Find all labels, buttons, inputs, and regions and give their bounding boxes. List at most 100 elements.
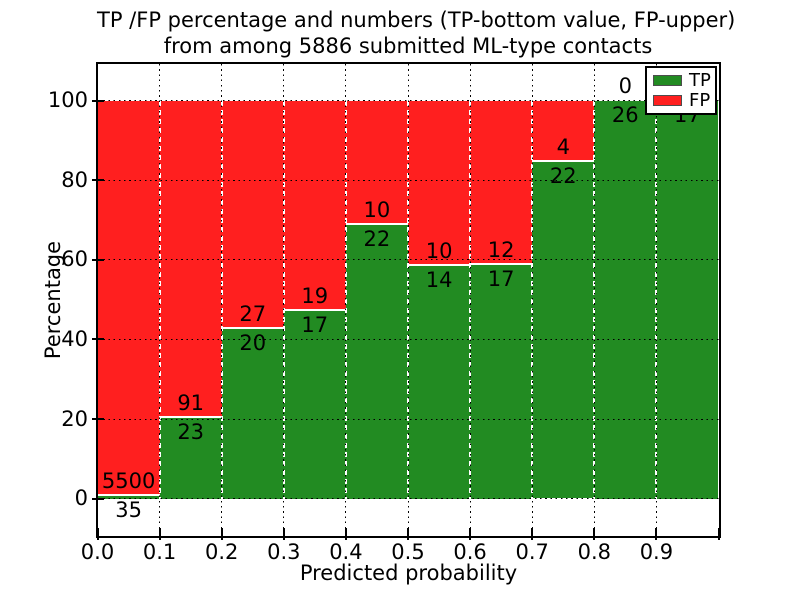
tp-count-label: 22 — [549, 163, 577, 188]
y-tick — [91, 418, 104, 420]
tp-count-label: 20 — [239, 331, 267, 356]
legend: TP FP — [645, 66, 717, 115]
bar-segment-fp — [283, 100, 346, 311]
legend-entry-tp: TP — [653, 70, 711, 91]
bar-top-edge — [594, 98, 657, 101]
x-tick — [96, 528, 99, 540]
y-axis-label: Percentage — [41, 240, 65, 360]
legend-entry-fp: FP — [653, 90, 711, 111]
tp-count-label: 17 — [301, 312, 329, 337]
y-tick-label: 0 — [74, 486, 88, 511]
bar-top-edge — [470, 263, 533, 266]
h-gridline — [97, 100, 719, 102]
x-tick — [220, 528, 223, 540]
y-tick-label: 40 — [61, 326, 88, 351]
chart-title-line2: from among 5886 submitted ML-type contac… — [163, 34, 653, 58]
v-gridline — [655, 64, 657, 536]
bar-segment-tp — [470, 265, 533, 499]
legend-label-tp: TP — [689, 70, 711, 91]
x-tick — [717, 528, 720, 540]
v-gridline — [345, 64, 347, 536]
fp-count-label: 91 — [177, 391, 205, 416]
v-gridline — [531, 64, 533, 536]
bar-segment-fp — [345, 100, 408, 225]
h-gridline — [97, 418, 719, 420]
v-gridline — [283, 64, 285, 536]
x-tick — [158, 528, 161, 540]
bar-top-edge — [345, 223, 408, 225]
fp-count-label: 10 — [363, 198, 391, 222]
x-tick — [469, 528, 472, 540]
y-tick-label: 60 — [61, 247, 88, 272]
v-gridline — [159, 64, 161, 536]
v-gridline — [407, 64, 409, 536]
fp-count-label: 27 — [239, 302, 267, 327]
x-tick-label: 0.3 — [267, 540, 301, 564]
v-gridline — [593, 64, 595, 536]
bar-segment-fp — [470, 100, 533, 266]
bar-top-edge — [532, 159, 595, 162]
y-tick — [91, 497, 104, 500]
fp-count-label: 10 — [425, 239, 453, 264]
tp-count-label: 26 — [611, 102, 639, 127]
bar-top-edge — [408, 264, 471, 267]
h-gridline — [97, 259, 719, 261]
tp-count-label: 23 — [177, 420, 205, 445]
legend-swatch-tp-icon — [653, 75, 682, 86]
y-tick-label: 20 — [61, 406, 88, 431]
x-tick-label: 0.6 — [453, 540, 487, 564]
x-tick — [282, 528, 285, 540]
y-tick-label: 100 — [47, 88, 88, 113]
bar-top-edge — [221, 327, 284, 330]
x-tick-label: 0.0 — [80, 540, 115, 564]
tp-count-label: 22 — [363, 227, 391, 251]
fp-count-label: 4 — [556, 134, 570, 159]
bar-segment-tp — [532, 161, 595, 499]
bar-segment-tp — [408, 266, 471, 499]
x-tick — [407, 528, 409, 540]
x-tick-label: 0.2 — [204, 540, 239, 564]
bar-top-edge — [97, 494, 160, 497]
fp-count-label: 5500 — [101, 469, 156, 494]
y-tick — [91, 258, 104, 261]
bar-segment-tp — [221, 329, 284, 499]
chart-title-line1: TP /FP percentage and numbers (TP-bottom… — [97, 8, 736, 32]
h-gridline — [97, 338, 719, 340]
fp-count-label: 19 — [301, 283, 329, 308]
bar-segment-tp — [594, 100, 657, 499]
bar-segment-tp — [97, 496, 160, 499]
y-tick-label: 80 — [61, 167, 88, 192]
tp-count-label: 14 — [425, 268, 453, 293]
x-tick — [531, 528, 534, 540]
x-tick-label: 0.8 — [577, 540, 611, 564]
x-tick — [344, 528, 347, 540]
bar-segment-tp — [345, 225, 408, 499]
x-tick-label: 0.5 — [391, 540, 425, 564]
x-tick — [655, 528, 658, 540]
bar-segment-fp — [532, 100, 595, 162]
bar-segment-fp — [408, 100, 471, 267]
y-tick — [91, 99, 104, 102]
v-gridline — [221, 64, 223, 536]
bar-segment-tp — [283, 310, 346, 499]
x-tick-label: 0.7 — [515, 540, 549, 564]
x-tick-label: 0.1 — [142, 540, 177, 564]
tp-count-label: 17 — [487, 267, 515, 292]
bar-segment-tp — [656, 100, 719, 499]
x-tick-label: 0.9 — [639, 540, 674, 564]
bar-top-edge — [283, 308, 346, 311]
h-gridline — [97, 498, 719, 500]
legend-swatch-fp-icon — [653, 95, 682, 106]
fp-count-label: 12 — [487, 238, 515, 263]
y-tick — [91, 338, 104, 341]
x-tick — [593, 528, 596, 540]
legend-label-fp: FP — [689, 90, 711, 111]
y-tick — [91, 179, 104, 182]
fp-count-label: 0 — [618, 73, 632, 98]
tp-count-label: 35 — [115, 498, 142, 523]
bar-top-edge — [159, 416, 222, 419]
x-tick-label: 0.4 — [329, 540, 363, 564]
h-gridline — [97, 179, 719, 181]
bar-segment-tp — [159, 418, 222, 499]
